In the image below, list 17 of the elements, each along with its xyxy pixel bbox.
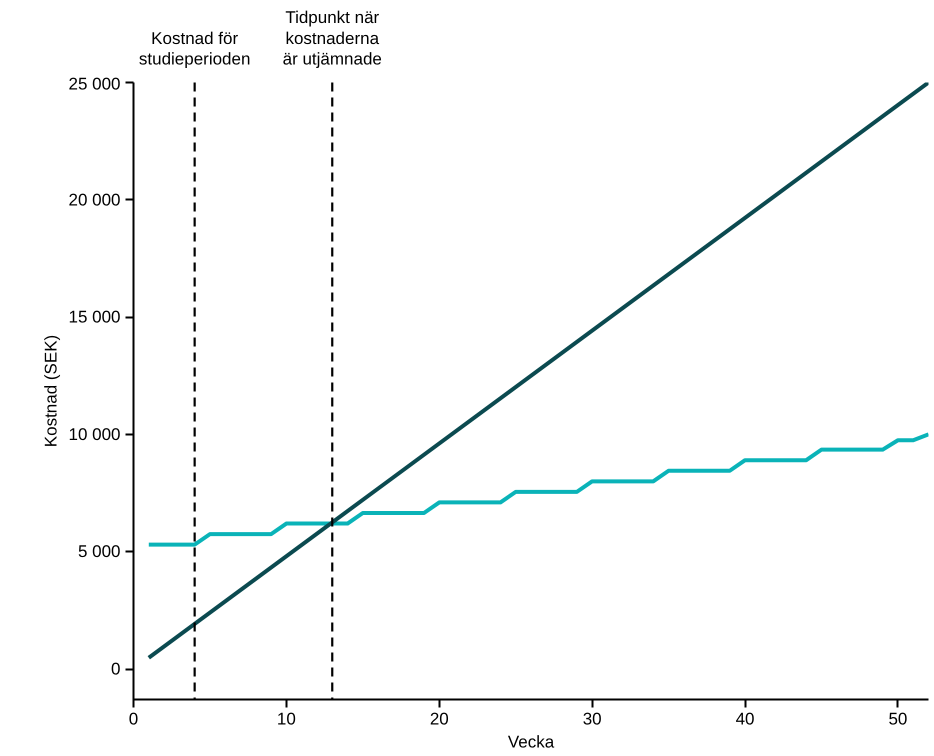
x-axis-title: Vecka: [508, 732, 555, 752]
line-series: [146, 432, 928, 547]
y-tick-label: 10 000: [68, 424, 121, 444]
y-tick-label: 25 000: [68, 74, 121, 94]
x-tick-label: 10: [276, 710, 296, 728]
ref-line-label: Kostnad för studieperioden: [138, 28, 250, 69]
x-tick-label: 40: [736, 710, 755, 728]
y-tick-label: 0: [111, 660, 121, 678]
ref-line-label: Tidpunkt när kostnaderna är utjämnade: [282, 8, 382, 69]
y-axis-title: Kostnad (SEK): [42, 334, 61, 448]
y-tick-label: 15 000: [68, 308, 121, 327]
y-tick-label: 5 000: [78, 542, 121, 562]
x-tick-label: 50: [888, 710, 908, 728]
x-tick-label: 20: [430, 710, 449, 728]
x-tick-label: 30: [582, 710, 602, 728]
x-tick-label: 0: [128, 710, 138, 728]
y-tick-label: 20 000: [68, 190, 121, 210]
